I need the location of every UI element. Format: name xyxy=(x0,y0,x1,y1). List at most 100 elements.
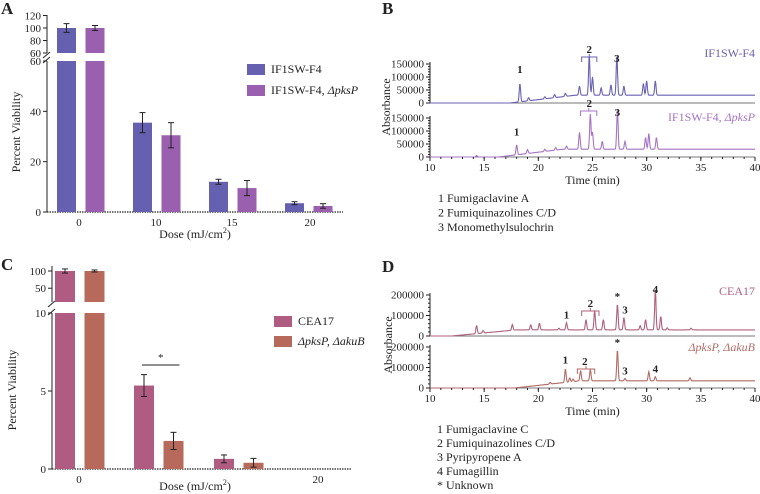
y-tick-label: 100000 xyxy=(391,126,425,138)
x-tick-label: 10 xyxy=(151,217,163,229)
x-tick-label: 0 xyxy=(76,217,82,229)
legend-label: IF1SW-F4 xyxy=(271,62,322,76)
x-tick-label: 15 xyxy=(479,393,491,405)
legend-label-italic: ΔpksP xyxy=(327,83,359,97)
compound-legend-item: 4 Fumagillin xyxy=(437,464,499,478)
y-tick-label: 5 xyxy=(41,386,47,398)
bar-segment xyxy=(163,440,184,469)
compound-legend-item: 2 Fumiquinazolines C/D xyxy=(437,436,555,450)
legend-label: CEA17 xyxy=(298,314,334,328)
peak-annotation: 1 xyxy=(514,126,520,138)
y-tick-label: 100000 xyxy=(391,310,425,322)
bar-segment xyxy=(134,385,154,469)
panel-label: C xyxy=(1,255,13,274)
bar xyxy=(161,122,181,212)
legend-swatch xyxy=(274,336,292,347)
x-tick-label: 40 xyxy=(750,393,760,405)
peak-annotation: * xyxy=(615,337,621,349)
y-tick-label: 100000 xyxy=(391,72,425,84)
peak-annotation: 2 xyxy=(588,298,594,310)
panel-label: D xyxy=(382,257,394,276)
x-axis-label: Dose (mJ/cm2) xyxy=(159,226,231,241)
compound-legend-item: 2 Fumiquinazolines C/D xyxy=(438,206,556,220)
y-tick-label: 200000 xyxy=(391,290,425,302)
y-axis-label: Percent Viability xyxy=(5,350,19,431)
x-tick-label: 15 xyxy=(227,217,239,229)
x-tick-label: 25 xyxy=(587,162,599,174)
x-tick-label: 20 xyxy=(305,217,317,229)
bar-segment xyxy=(161,135,181,212)
chromatogram-trace xyxy=(430,351,755,389)
bar xyxy=(243,457,264,469)
peak-annotation: 1 xyxy=(517,64,523,76)
bar xyxy=(133,112,152,212)
bar-lower-segment xyxy=(84,313,105,469)
y-tick-label: 60 xyxy=(30,48,42,60)
bar-segment xyxy=(285,203,304,212)
x-axis-label: Dose (mJ/cm2) xyxy=(159,478,231,493)
trace-label-italic: ΔpksP, ΔakuB xyxy=(687,340,755,354)
legend-swatch xyxy=(274,316,292,327)
panel-C: C 0 5 10 50 100 Percent Viability 0 20 Dose (mJ/c… xyxy=(1,255,365,493)
compound-legend-item: 1 Fumigaclavine C xyxy=(437,422,528,436)
x-tick-label: 15 xyxy=(479,162,491,174)
peak-bracket xyxy=(581,54,598,62)
x-axis-label: Time (min) xyxy=(565,404,620,418)
y-tick-label: 120 xyxy=(25,11,42,23)
x-tick-label: 35 xyxy=(695,162,707,174)
y-axis-label: Absorbance xyxy=(379,78,393,135)
legend-swatch xyxy=(247,85,265,96)
x-tick-label: 30 xyxy=(641,162,653,174)
legend-label-italic: ΔpksP, ΔakuB xyxy=(297,334,365,348)
trace-label: ΔpksP, ΔakuB xyxy=(687,340,755,354)
bar xyxy=(313,203,333,212)
x-tick-label: 10 xyxy=(425,393,437,405)
x-tick-label: 10 xyxy=(425,162,437,174)
compound-legend-item: * Unknown xyxy=(437,478,493,492)
bar xyxy=(209,178,228,212)
legend-swatch xyxy=(247,64,265,75)
legend-label: ΔpksP, ΔakuB xyxy=(297,334,365,348)
bar-upper-segment xyxy=(55,271,75,302)
x-axis-label-superscript: 2 xyxy=(223,478,227,487)
y-tick-label: 50000 xyxy=(397,139,425,151)
trace-label: IF1SW-F4 xyxy=(704,46,755,60)
y-tick-label: 100 xyxy=(25,23,42,35)
y-tick-label: 0 xyxy=(36,207,42,219)
y-tick-label: 40 xyxy=(30,106,42,118)
bar xyxy=(85,25,105,212)
y-tick-label: 200000 xyxy=(391,342,425,354)
bar xyxy=(134,374,154,469)
peak-annotation: 3 xyxy=(614,53,620,65)
y-tick-label: 50000 xyxy=(397,85,425,97)
x-axis-label: Time (min) xyxy=(565,173,620,187)
peak-annotation: 4 xyxy=(653,284,659,296)
y-tick-label: 0 xyxy=(419,98,425,110)
peak-annotation: 3 xyxy=(622,365,628,377)
trace-label: IF1SW-F4, ΔpksP xyxy=(668,110,756,124)
axis-break-mark xyxy=(47,308,56,316)
bar-segment xyxy=(237,188,257,212)
y-tick-label: 50 xyxy=(35,283,47,295)
bar xyxy=(57,23,76,212)
x-axis-label-end: ) xyxy=(227,227,231,241)
bar-segment xyxy=(209,181,228,212)
peak-annotation: 2 xyxy=(587,44,593,56)
axis-break-mark xyxy=(42,56,51,64)
x-tick-label: 35 xyxy=(695,393,707,405)
bar-segment xyxy=(133,122,152,212)
compound-legend-item: 3 Monomethylsulochrin xyxy=(438,220,554,234)
trace-label: CEA17 xyxy=(719,284,755,298)
compound-legend-item: 3 Pyripyropene A xyxy=(437,450,522,464)
bar xyxy=(237,180,257,212)
x-tick-label: 20 xyxy=(533,393,545,405)
y-axis-label: Percent Viability xyxy=(9,92,23,173)
bar-segment xyxy=(214,458,234,469)
peak-annotation: 3 xyxy=(622,305,628,317)
panel-label: B xyxy=(382,0,393,18)
bar-lower-segment xyxy=(55,313,75,469)
x-tick-label: 40 xyxy=(750,162,760,174)
peak-bracket xyxy=(580,108,598,116)
